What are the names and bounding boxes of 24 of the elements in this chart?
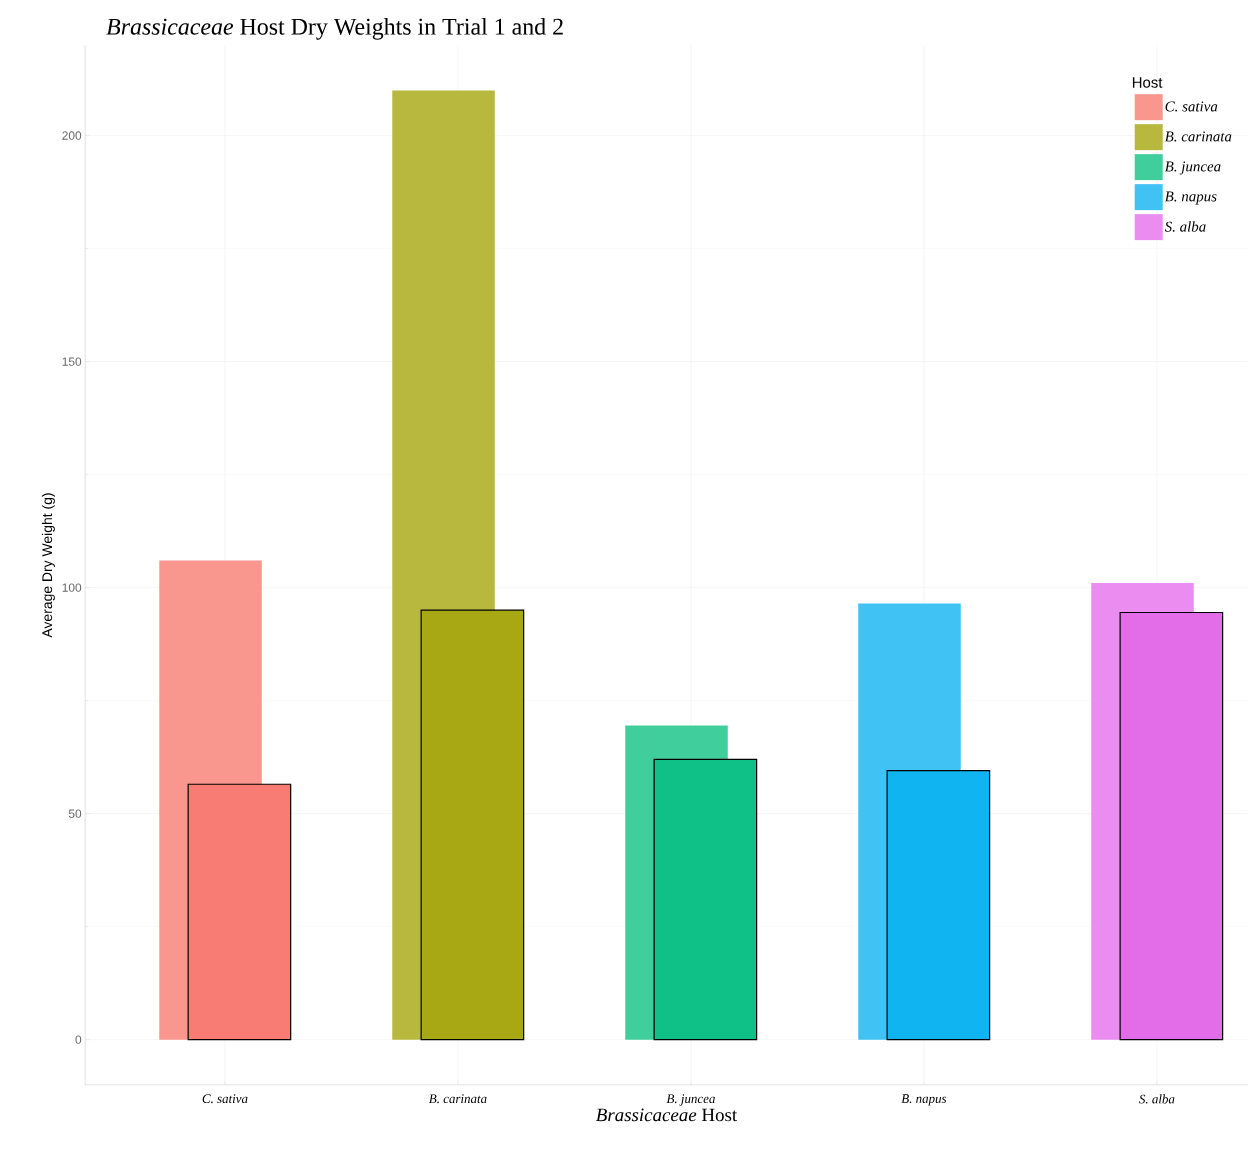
legend-label: C. sativa <box>1165 101 1218 112</box>
x-tick-label: B. napus <box>901 1094 947 1106</box>
x-tick-label: B. juncea <box>666 1094 715 1106</box>
bar <box>1119 611 1224 1041</box>
legend-label: S. alba <box>1164 221 1206 232</box>
y-tick-label: 100 <box>62 583 82 592</box>
x-tick-label: S. alba <box>1139 1094 1175 1104</box>
y-tick-label: 150 <box>62 357 82 366</box>
legend-label: B. napus <box>1164 191 1217 205</box>
bar <box>653 758 758 1041</box>
chart-title: Brassicaceae Host Dry Weights in Trial 1 and 2 <box>106 17 563 40</box>
bar <box>187 783 292 1041</box>
x-tick-label: C. sativa <box>202 1094 248 1104</box>
x-tick-label: B. carinata <box>428 1094 487 1104</box>
bar <box>420 609 525 1041</box>
legend-label: B. carinata <box>1164 131 1232 142</box>
x-axis-title: Brassicaceae Host <box>595 1108 738 1122</box>
legend-label: B. juncea <box>1164 161 1221 175</box>
legend-title: Host <box>1132 77 1163 88</box>
y-tick-label: 200 <box>62 131 82 140</box>
y-tick-label: 50 <box>68 809 82 818</box>
bar <box>886 770 991 1041</box>
y-axis-title: Average Dry Weight (g) <box>41 493 55 638</box>
y-tick-label: 0 <box>75 1035 82 1044</box>
